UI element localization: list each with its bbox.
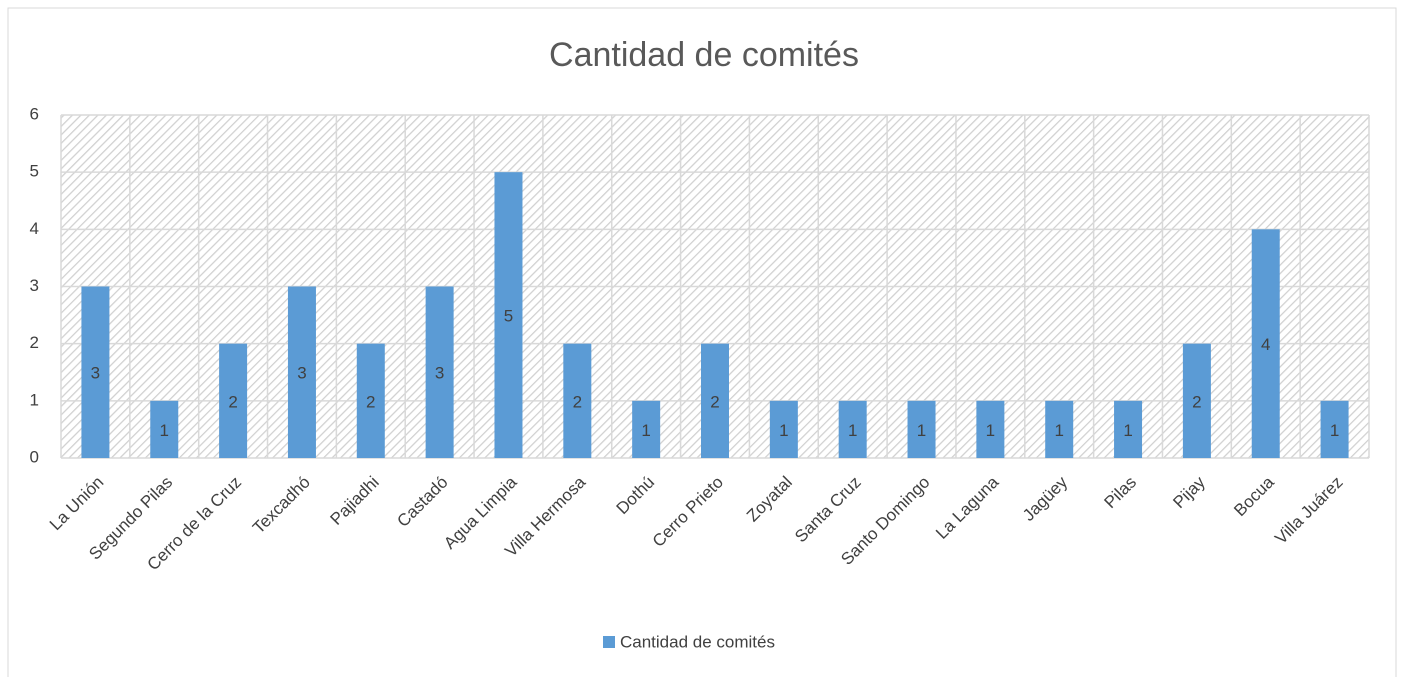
bar xyxy=(563,343,592,458)
data-label: 1 xyxy=(1054,421,1063,440)
data-label: 3 xyxy=(435,364,444,383)
data-label: 2 xyxy=(228,392,237,411)
bar xyxy=(907,400,936,458)
bar xyxy=(356,343,385,458)
data-label: 1 xyxy=(641,421,650,440)
legend-label: Cantidad de comités xyxy=(620,632,775,651)
bar xyxy=(494,172,523,458)
data-label: 1 xyxy=(1330,421,1339,440)
bar xyxy=(81,286,110,458)
data-label: 2 xyxy=(573,392,582,411)
data-label: 1 xyxy=(1123,421,1132,440)
bar xyxy=(219,343,248,458)
data-label: 2 xyxy=(366,392,375,411)
y-tick-label: 5 xyxy=(30,162,39,181)
data-label: 1 xyxy=(779,421,788,440)
y-tick-label: 2 xyxy=(30,333,39,352)
y-tick-label: 4 xyxy=(30,219,39,238)
chart-title: Cantidad de comités xyxy=(549,36,859,74)
legend-swatch xyxy=(603,636,615,648)
y-tick-label: 0 xyxy=(30,447,39,466)
bar xyxy=(1251,229,1280,458)
data-label: 3 xyxy=(91,364,100,383)
bar xyxy=(1320,400,1349,458)
bar xyxy=(1182,343,1211,458)
bar xyxy=(1114,400,1143,458)
bar xyxy=(838,400,867,458)
bar xyxy=(1045,400,1074,458)
bar xyxy=(769,400,798,458)
data-label: 2 xyxy=(710,392,719,411)
data-label: 3 xyxy=(297,364,306,383)
bar xyxy=(976,400,1005,458)
data-label: 2 xyxy=(1192,392,1201,411)
bar xyxy=(287,286,316,458)
y-tick-label: 1 xyxy=(30,390,39,409)
data-label: 4 xyxy=(1261,335,1270,354)
bar xyxy=(701,343,729,458)
bar xyxy=(150,400,179,458)
bar xyxy=(632,400,661,458)
data-label: 1 xyxy=(160,421,169,440)
data-label: 5 xyxy=(504,307,513,326)
data-label: 1 xyxy=(986,421,995,440)
y-tick-label: 6 xyxy=(30,104,39,123)
bar xyxy=(425,286,454,458)
data-label: 1 xyxy=(848,421,857,440)
y-tick-label: 3 xyxy=(30,276,39,295)
data-label: 1 xyxy=(917,421,926,440)
